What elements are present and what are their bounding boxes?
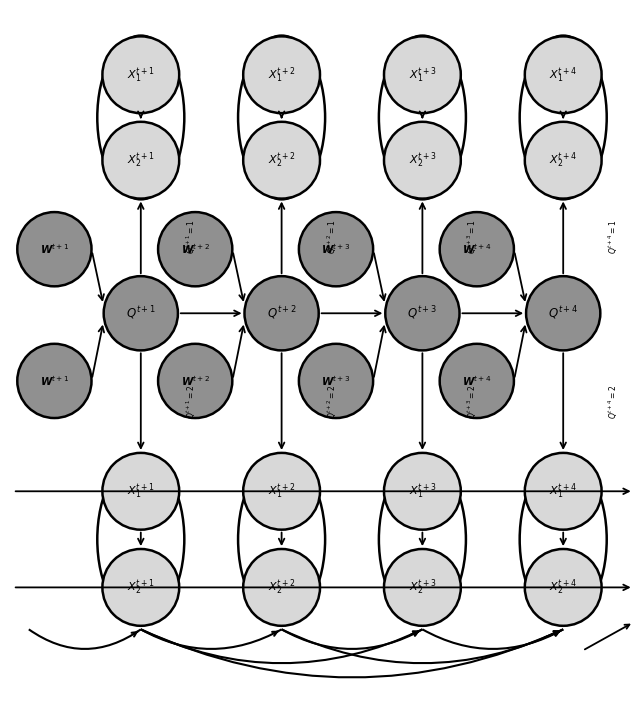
Ellipse shape xyxy=(520,36,607,199)
Text: $Q^{t+1}$: $Q^{t+1}$ xyxy=(126,305,156,322)
Ellipse shape xyxy=(520,457,607,621)
Text: $Q^{t+2}$: $Q^{t+2}$ xyxy=(267,305,296,322)
Ellipse shape xyxy=(525,122,602,199)
Text: $X_2^{t+4}$: $X_2^{t+4}$ xyxy=(549,150,577,170)
Ellipse shape xyxy=(384,122,461,199)
Text: $X_2^{t+3}$: $X_2^{t+3}$ xyxy=(408,577,436,597)
Text: $X_1^{t+3}$: $X_1^{t+3}$ xyxy=(408,481,436,501)
Ellipse shape xyxy=(525,36,602,113)
Ellipse shape xyxy=(299,344,373,418)
Text: $X_1^{t+4}$: $X_1^{t+4}$ xyxy=(549,65,577,85)
Ellipse shape xyxy=(102,36,179,113)
Ellipse shape xyxy=(384,36,461,113)
Text: $Q^{t+4}=1$: $Q^{t+4}=1$ xyxy=(607,219,620,254)
Ellipse shape xyxy=(299,212,373,286)
Ellipse shape xyxy=(158,212,232,286)
Text: $\boldsymbol{W}^{t+4}$: $\boldsymbol{W}^{t+4}$ xyxy=(462,242,492,256)
Text: $X_2^{t+1}$: $X_2^{t+1}$ xyxy=(127,577,155,597)
Ellipse shape xyxy=(379,457,466,621)
Ellipse shape xyxy=(104,276,178,350)
Ellipse shape xyxy=(158,344,232,418)
Text: $\boldsymbol{W}^{t+3}$: $\boldsymbol{W}^{t+3}$ xyxy=(321,242,351,256)
Text: $\boldsymbol{W}^{t+2}$: $\boldsymbol{W}^{t+2}$ xyxy=(180,374,210,388)
Text: $\boldsymbol{W}^{t+2}$: $\boldsymbol{W}^{t+2}$ xyxy=(180,242,210,256)
Ellipse shape xyxy=(385,276,460,350)
Ellipse shape xyxy=(97,457,184,621)
Text: $X_1^{t+1}$: $X_1^{t+1}$ xyxy=(127,65,155,85)
Text: $Q^{t+4}$: $Q^{t+4}$ xyxy=(548,305,579,322)
Text: $Q^{t+1}=2$: $Q^{t+1}=2$ xyxy=(184,385,198,419)
Text: $\boldsymbol{W}^{t+1}$: $\boldsymbol{W}^{t+1}$ xyxy=(40,242,69,256)
Text: $Q^{t+3}$: $Q^{t+3}$ xyxy=(408,305,437,322)
Text: $Q^{t+1}=1$: $Q^{t+1}=1$ xyxy=(184,219,198,254)
Text: $Q^{t+4}=2$: $Q^{t+4}=2$ xyxy=(607,385,620,419)
Text: $X_2^{t+3}$: $X_2^{t+3}$ xyxy=(408,150,436,170)
Text: $X_2^{t+1}$: $X_2^{t+1}$ xyxy=(127,150,155,170)
Text: $Q^{t+3}=1$: $Q^{t+3}=1$ xyxy=(466,219,479,254)
Ellipse shape xyxy=(97,36,184,199)
Ellipse shape xyxy=(384,549,461,626)
Text: $X_1^{t+3}$: $X_1^{t+3}$ xyxy=(408,65,436,85)
Text: $X_1^{t+2}$: $X_1^{t+2}$ xyxy=(268,65,296,85)
Text: $X_1^{t+4}$: $X_1^{t+4}$ xyxy=(549,481,577,501)
Ellipse shape xyxy=(244,276,319,350)
Ellipse shape xyxy=(384,453,461,530)
Ellipse shape xyxy=(243,453,320,530)
Ellipse shape xyxy=(238,36,325,199)
Text: $X_1^{t+1}$: $X_1^{t+1}$ xyxy=(127,481,155,501)
Text: $X_2^{t+2}$: $X_2^{t+2}$ xyxy=(268,577,296,597)
Ellipse shape xyxy=(526,276,600,350)
Ellipse shape xyxy=(440,344,514,418)
Ellipse shape xyxy=(238,457,325,621)
Text: $X_2^{t+4}$: $X_2^{t+4}$ xyxy=(549,577,577,597)
Ellipse shape xyxy=(379,36,466,199)
Text: $Q^{t+2}=2$: $Q^{t+2}=2$ xyxy=(325,385,339,419)
Text: $\boldsymbol{W}^{t+3}$: $\boldsymbol{W}^{t+3}$ xyxy=(321,374,351,388)
Ellipse shape xyxy=(440,212,514,286)
Text: $X_2^{t+2}$: $X_2^{t+2}$ xyxy=(268,150,296,170)
Ellipse shape xyxy=(102,122,179,199)
Ellipse shape xyxy=(102,549,179,626)
Ellipse shape xyxy=(17,212,92,286)
Text: $Q^{t+2}=1$: $Q^{t+2}=1$ xyxy=(325,219,339,254)
Ellipse shape xyxy=(525,549,602,626)
Text: $X_1^{t+2}$: $X_1^{t+2}$ xyxy=(268,481,296,501)
Ellipse shape xyxy=(525,453,602,530)
Ellipse shape xyxy=(243,549,320,626)
Ellipse shape xyxy=(243,122,320,199)
Ellipse shape xyxy=(17,344,92,418)
Ellipse shape xyxy=(102,453,179,530)
Text: $Q^{t+3}=2$: $Q^{t+3}=2$ xyxy=(466,385,479,419)
Ellipse shape xyxy=(243,36,320,113)
Text: $\boldsymbol{W}^{t+1}$: $\boldsymbol{W}^{t+1}$ xyxy=(40,374,69,388)
Text: $\boldsymbol{W}^{t+4}$: $\boldsymbol{W}^{t+4}$ xyxy=(462,374,492,388)
